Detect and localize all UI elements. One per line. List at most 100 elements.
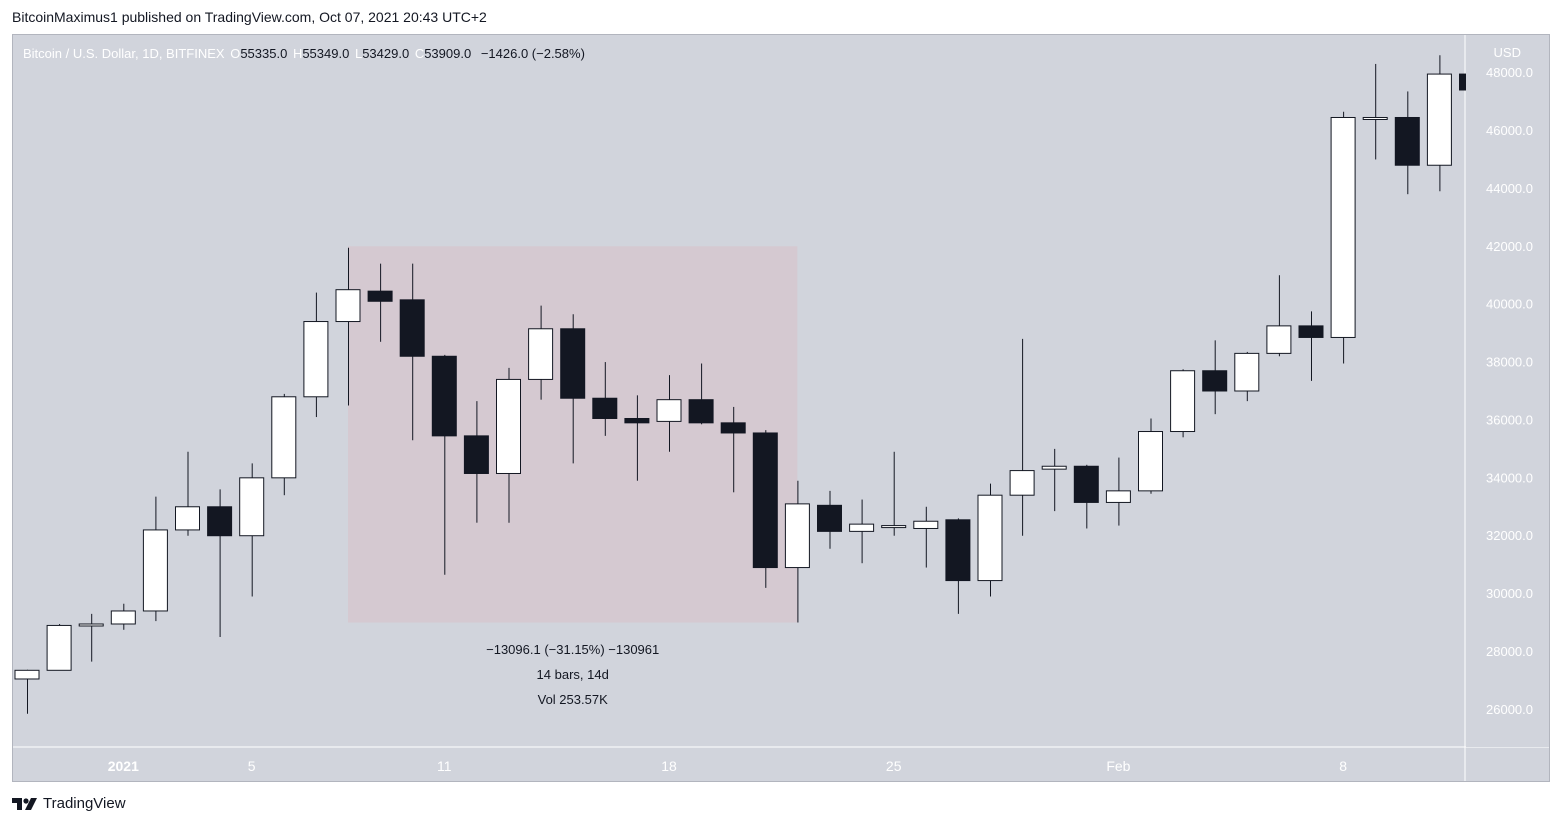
candle-body <box>1266 325 1292 354</box>
candle-body <box>175 506 200 531</box>
time-tick-label: 8 <box>1339 758 1347 774</box>
candle-body <box>496 378 521 474</box>
time-tick-label: 25 <box>886 758 902 774</box>
candle <box>110 603 136 630</box>
candle-body <box>367 290 393 302</box>
measure-bars: 14 bars, 14d <box>536 666 609 682</box>
candle-body <box>560 328 586 399</box>
low-value: 53429.0 <box>362 46 410 61</box>
candle-body <box>1362 116 1388 120</box>
candle-body <box>528 328 554 380</box>
currency-label: USD <box>1494 45 1521 60</box>
candle-body <box>1298 325 1324 338</box>
low-label: L <box>354 46 363 61</box>
candle-body <box>463 435 489 474</box>
open-label: O <box>230 46 241 61</box>
price-tick-label: 26000.0 <box>1486 702 1533 717</box>
time-tick-label: 11 <box>437 758 452 774</box>
candle-body <box>271 396 297 479</box>
candle <box>1105 457 1131 526</box>
candle <box>784 480 810 623</box>
candle-body <box>624 417 650 424</box>
candle <box>1202 340 1228 415</box>
candle <box>1298 311 1324 381</box>
candle <box>431 354 457 575</box>
time-tick-label: 2021 <box>108 758 139 774</box>
high-label: H <box>292 46 303 61</box>
candle <box>1394 91 1420 195</box>
footer-brand: TradingView <box>12 795 126 812</box>
candle <box>688 363 714 425</box>
footer-brand-text: TradingView <box>43 795 126 812</box>
candle-body <box>1426 73 1452 166</box>
time-tick-label: 18 <box>661 758 677 774</box>
price-scale-background <box>1466 35 1549 747</box>
candle-body <box>881 525 907 529</box>
candle-body <box>1073 465 1099 503</box>
candle-body <box>1202 370 1228 392</box>
candle <box>592 362 618 436</box>
time-tick-label: 5 <box>248 758 256 774</box>
candle-body <box>1105 490 1131 503</box>
candle-body <box>110 610 136 625</box>
price-tick-label: 46000.0 <box>1486 123 1533 138</box>
candle <box>46 623 72 671</box>
candle-body <box>752 432 778 569</box>
candle <box>271 393 297 496</box>
candle <box>977 483 1003 597</box>
candle <box>1266 275 1292 357</box>
price-tick-label: 40000.0 <box>1486 297 1533 312</box>
measure-volume: Vol 253.57K <box>537 691 608 707</box>
candle-body <box>142 529 168 612</box>
candle-body <box>720 422 746 434</box>
candle <box>945 518 971 614</box>
tradingview-logo-icon <box>12 797 37 810</box>
candle-body <box>46 624 72 671</box>
close-value: 53909.0 <box>424 46 472 61</box>
candle-body <box>688 399 714 424</box>
symbol-title: Bitcoin / U.S. Dollar, 1D, BITFINEX <box>23 46 225 61</box>
candle <box>399 263 425 441</box>
candle-body <box>1234 352 1260 392</box>
candle <box>142 496 168 622</box>
high-value: 55349.0 <box>302 46 350 61</box>
candle <box>720 406 746 493</box>
candle-body <box>784 503 810 569</box>
candle <box>881 451 907 536</box>
candle <box>624 395 650 481</box>
candle-body <box>592 397 618 419</box>
candle <box>335 247 361 406</box>
candle-body <box>1330 116 1356 338</box>
chart-area[interactable]: 26000.0 28000.0 30000.0 32000.0 34000.0 36000… <box>12 34 1550 782</box>
candle-body <box>431 355 457 437</box>
candle <box>528 305 554 400</box>
candle-body <box>849 523 875 532</box>
candle-body <box>913 520 939 529</box>
close-label: C <box>414 46 425 61</box>
candle <box>1234 351 1260 402</box>
price-tick-label: 30000.0 <box>1486 586 1533 601</box>
candle <box>1426 55 1452 192</box>
candle-body <box>78 623 104 627</box>
candle-body <box>335 289 361 323</box>
candle-body <box>239 477 265 537</box>
candle <box>14 669 40 714</box>
candle-body <box>1009 470 1035 496</box>
candle <box>849 499 875 564</box>
candle <box>752 430 778 588</box>
candle <box>463 401 489 523</box>
candle-body <box>303 321 329 398</box>
price-tick-label: 42000.0 <box>1486 239 1533 254</box>
price-tick-label: 38000.0 <box>1486 355 1533 370</box>
candle <box>303 292 329 418</box>
measure-change: −13096.1 (−31.15%) −130961 <box>486 641 660 657</box>
candle-body <box>977 494 1003 582</box>
price-tick-label: 36000.0 <box>1486 412 1533 427</box>
candle-body <box>945 519 971 582</box>
price-tick-label: 28000.0 <box>1486 644 1533 659</box>
candle-body <box>207 506 233 537</box>
candle <box>1362 63 1388 160</box>
candle <box>1330 111 1356 364</box>
candle <box>1138 418 1163 494</box>
candlestick-chart[interactable]: 26000.0 28000.0 30000.0 32000.0 34000.0 36000… <box>13 35 1549 781</box>
